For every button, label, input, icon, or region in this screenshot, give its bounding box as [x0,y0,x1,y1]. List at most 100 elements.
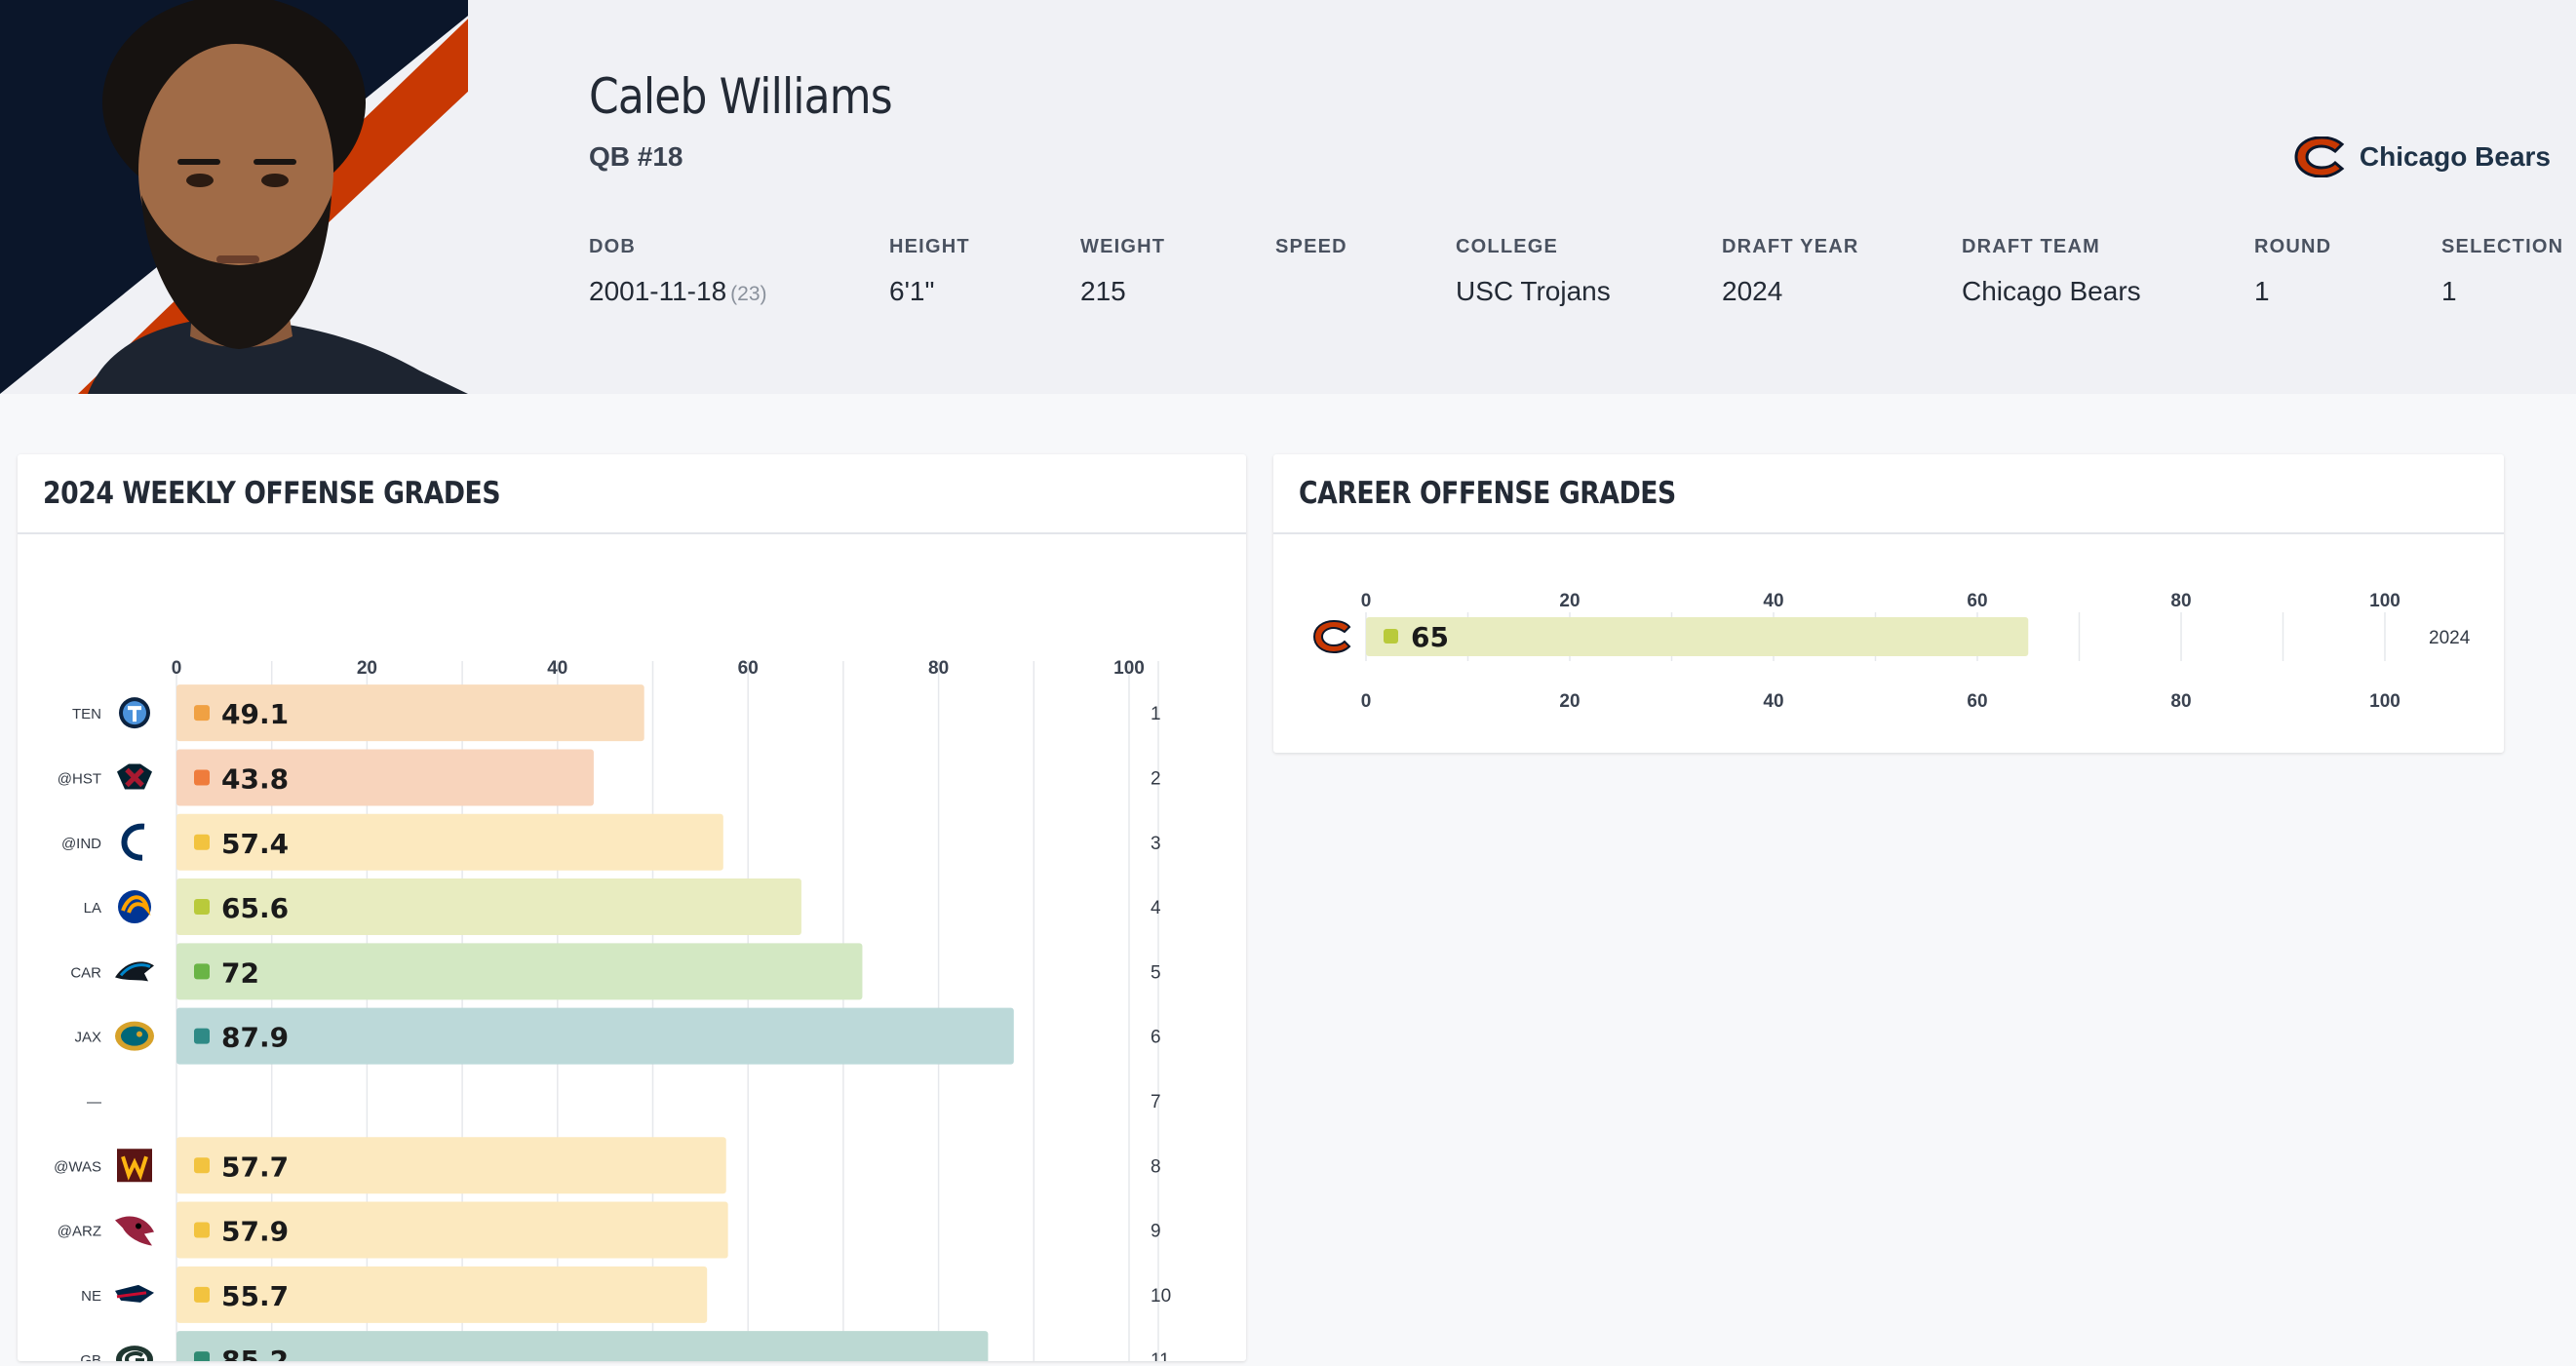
logo-shape [119,963,151,977]
grade-color-dot [194,899,210,916]
grade-row[interactable]: NE 55.7 10 [81,1266,1171,1323]
grade-bar[interactable] [176,1201,728,1259]
week-number: 6 [1151,1028,1161,1048]
axis-tick-label-top: 20 [1559,591,1580,611]
logo-shape [121,1155,148,1181]
axis-tick-label: 20 [357,658,377,679]
grade-row[interactable]: —7 [87,1092,1161,1112]
week-number: 11 [1151,1350,1170,1361]
commanders-logo-icon [117,1149,152,1183]
grade-bar[interactable] [176,878,801,936]
grade-bar[interactable] [176,813,723,871]
axis-tick-label: 0 [172,658,182,679]
draft-team-value[interactable]: Chicago Bears [1962,276,2141,306]
career-grades-title: CAREER OFFENSE GRADES [1299,476,1676,511]
grade-value: 49.1 [221,698,289,730]
career-grade-row[interactable]: 65 2024 [1312,617,2471,656]
grade-color-dot [194,1028,210,1044]
info-college: COLLEGE USC Trojans [1456,236,1611,307]
grade-row[interactable]: GB 85.2 11 [80,1331,1170,1366]
grade-value: 65.6 [221,892,289,924]
axis-tick-label-bottom: 0 [1361,691,1372,712]
grade-bar[interactable] [176,684,644,742]
opponent-label: @IND [61,836,101,852]
grade-color-dot [194,1286,210,1303]
axis-tick-label-top: 60 [1967,591,1987,611]
opponent-label: CAR [70,964,101,981]
grade-value: 57.7 [221,1151,289,1183]
college-value[interactable]: USC Trojans [1456,276,1611,306]
info-selection: SELECTION 1 [2441,236,2563,307]
week-number: 5 [1151,962,1161,983]
grade-value: 57.4 [221,828,289,860]
grade-value: 55.7 [221,1280,289,1312]
info-label: DOB [589,236,637,257]
info-label: COLLEGE [1456,236,1559,257]
info-label: DRAFT YEAR [1722,236,1859,257]
opponent-label: @HST [58,770,101,787]
grade-bar[interactable] [176,1007,1014,1065]
grade-value: 85.2 [221,1345,289,1361]
team-link[interactable]: Chicago Bears [2293,137,2551,177]
grade-bar[interactable] [176,1331,989,1366]
grade-value: 72 [221,956,259,989]
grade-row[interactable]: @WAS 57.7 8 [54,1137,1161,1194]
player-header: Caleb Williams QB #18 Chicago Bears DOB … [0,0,2576,394]
weekly-grades-header: 2024 WEEKLY OFFENSE GRADES [18,454,1246,534]
info-dob: DOB 2001-11-18 (23) [589,236,767,307]
opponent-label: @ARZ [58,1224,101,1240]
height-value: 6'1" [889,276,935,306]
grade-bar[interactable] [1366,617,2029,656]
info-label: HEIGHT [889,236,970,257]
cardinals-logo-icon [115,1216,154,1246]
weight-value: 215 [1080,276,1126,306]
grade-bar[interactable] [176,1137,726,1194]
info-height: HEIGHT 6'1" [889,236,970,307]
bears-logo-icon [1312,619,1351,654]
grade-row[interactable]: JAX 87.9 6 [74,1007,1161,1065]
panthers-logo-icon [115,961,154,982]
team-name: Chicago Bears [2359,141,2551,172]
texans-logo-icon [117,763,152,790]
week-number: 4 [1151,898,1161,918]
opponent-label: TEN [72,706,101,722]
week-number: 8 [1151,1156,1161,1177]
weekly-grades-card: 2024 WEEKLY OFFENSE GRADES 0 20 40 60 80 100 T… [18,454,1246,1366]
grade-color-dot [194,963,210,980]
grade-bar[interactable] [176,749,594,806]
player-headshot-image [0,0,468,394]
logo-shape [115,961,154,982]
grade-color-dot [194,1157,210,1174]
grade-row[interactable]: @HST 43.8 2 [58,749,1161,806]
grade-value: 43.8 [221,762,289,795]
grade-color-dot [194,705,210,722]
grade-value: 57.9 [221,1216,289,1248]
logo-shape [137,1031,142,1037]
colts-logo-icon [121,823,145,861]
career-grades-chart: 0 0 20 20 40 40 60 60 80 80 100 100 65 2024 [1312,591,2471,712]
grade-row[interactable]: CAR 72 5 [70,943,1161,1000]
packers-logo-icon [116,1346,153,1366]
logo-shape [136,1223,141,1229]
titans-logo-icon [119,697,150,729]
opponent-label: NE [81,1288,101,1305]
career-grades-card: CAREER OFFENSE GRADES 0 0 20 20 40 40 60 60 80 80… [1273,454,2504,753]
logo-shape [121,895,151,917]
grade-row[interactable]: @IND 57.4 3 [61,813,1161,871]
info-draft-team: DRAFT TEAM Chicago Bears [1962,236,2141,307]
axis-tick-label-bottom: 60 [1967,691,1987,712]
jaguars-logo-icon [115,1021,154,1051]
grade-row[interactable]: @ARZ 57.9 9 [58,1201,1161,1259]
opponent-label: JAX [74,1030,101,1046]
axis-tick-label: 80 [928,658,949,679]
grade-row[interactable]: LA 65.6 4 [84,878,1161,936]
logo-shape [1312,619,1351,654]
player-info-row: DOB 2001-11-18 (23) HEIGHT 6'1" WEIGHT 21… [589,236,2562,314]
grade-row[interactable]: TEN 49.1 1 [72,684,1161,742]
axis-tick-label-bottom: 100 [2369,691,2400,712]
patriots-logo-icon [115,1284,154,1303]
grade-bar[interactable] [176,1266,708,1323]
grade-bar[interactable] [176,943,863,1000]
player-name: Caleb Williams [589,68,893,125]
axis-tick-label-bottom: 20 [1559,691,1580,712]
